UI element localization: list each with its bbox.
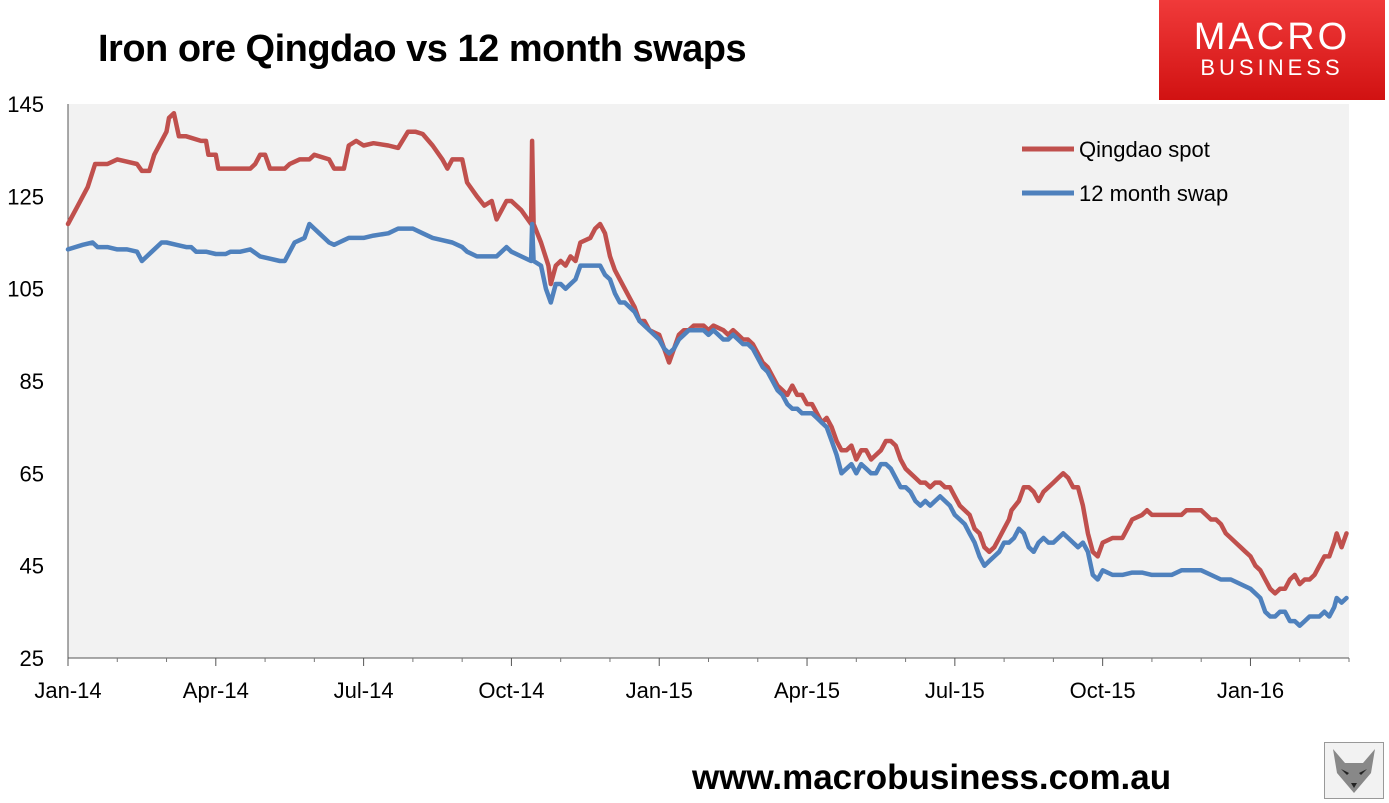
footer-url: www.macrobusiness.com.au bbox=[692, 758, 1172, 797]
macrobusiness-logo: MACRO BUSINESS bbox=[1159, 0, 1385, 100]
x-tick-label: Jan-16 bbox=[1217, 678, 1284, 703]
x-axis: Jan-14 Apr-14 Jul-14 Oct-14 Jan-15 Apr-15 Jul-… bbox=[34, 657, 1350, 703]
x-tick-label: Jan-15 bbox=[626, 678, 693, 703]
y-axis: 145 125 105 85 65 45 25 bbox=[7, 92, 69, 671]
x-tick-label: Jul-14 bbox=[334, 678, 394, 703]
chart-title: Iron ore Qingdao vs 12 month swaps bbox=[98, 28, 747, 70]
fox-logo-icon bbox=[1324, 742, 1384, 799]
logo-line-1: MACRO bbox=[1193, 16, 1351, 58]
x-tick-label: Jul-15 bbox=[925, 678, 985, 703]
y-tick-label: 105 bbox=[7, 277, 44, 302]
y-tick-label: 45 bbox=[20, 554, 44, 579]
y-tick-label: 125 bbox=[7, 184, 44, 209]
x-tick-label: Oct-14 bbox=[478, 678, 544, 703]
legend-label: Qingdao spot bbox=[1079, 137, 1210, 162]
legend: Qingdao spot 12 month swap bbox=[1022, 137, 1228, 206]
series-group bbox=[65, 110, 1349, 628]
y-tick-label: 25 bbox=[20, 646, 44, 671]
y-tick-label: 85 bbox=[20, 369, 44, 394]
logo-line-2: BUSINESS bbox=[1200, 55, 1344, 80]
series-line-qingdao-spot bbox=[65, 110, 1349, 596]
x-tick-label: Apr-14 bbox=[183, 678, 249, 703]
x-tick-label: Jan-14 bbox=[34, 678, 101, 703]
legend-label: 12 month swap bbox=[1079, 181, 1228, 206]
series-line-12-month-swap bbox=[65, 221, 1349, 628]
y-tick-label: 145 bbox=[7, 92, 44, 117]
plot-area bbox=[68, 104, 1349, 658]
y-tick-label: 65 bbox=[20, 461, 44, 486]
x-tick-label: Oct-15 bbox=[1070, 678, 1136, 703]
x-tick-label: Apr-15 bbox=[774, 678, 840, 703]
